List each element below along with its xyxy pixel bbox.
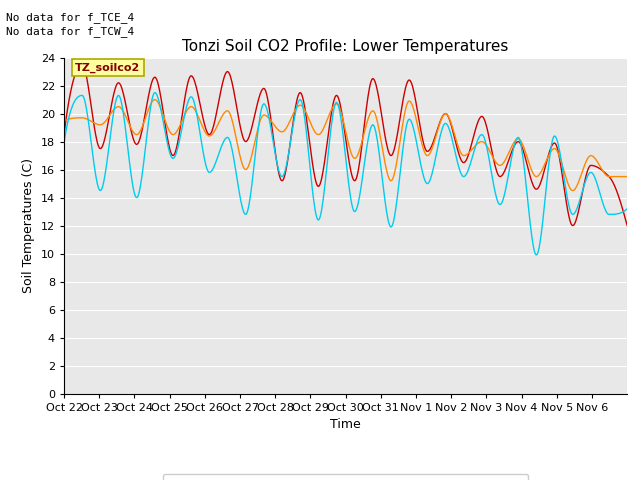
Tree2 -8cm — [60, 140, 68, 146]
Tree2 -8cm — [404, 117, 412, 123]
Open -8cm — [623, 223, 631, 228]
Tree -8cm — [126, 123, 134, 129]
Text: No data for f_TCW_4: No data for f_TCW_4 — [6, 26, 134, 37]
Tree -8cm — [569, 188, 577, 193]
Tree2 -8cm — [623, 206, 631, 212]
Line: Tree2 -8cm: Tree2 -8cm — [64, 93, 627, 255]
Open -8cm — [230, 91, 238, 97]
Open -8cm — [259, 87, 266, 93]
Open -8cm — [127, 126, 134, 132]
Open -8cm — [404, 78, 412, 84]
Tree2 -8cm — [151, 90, 159, 96]
Open -8cm — [79, 62, 86, 68]
Tree2 -8cm — [280, 172, 287, 178]
Tree -8cm — [280, 128, 287, 134]
Tree -8cm — [60, 118, 68, 123]
Line: Open -8cm: Open -8cm — [64, 65, 627, 226]
Open -8cm — [436, 119, 444, 125]
Title: Tonzi Soil CO2 Profile: Lower Temperatures: Tonzi Soil CO2 Profile: Lower Temperatur… — [182, 39, 509, 54]
Tree2 -8cm — [259, 103, 266, 109]
Open -8cm — [60, 132, 68, 137]
Tree -8cm — [230, 127, 238, 132]
Tree2 -8cm — [126, 164, 134, 170]
Y-axis label: Soil Temperatures (C): Soil Temperatures (C) — [22, 158, 35, 293]
Tree -8cm — [623, 174, 631, 180]
Text: TZ_soilco2: TZ_soilco2 — [76, 63, 141, 73]
Tree -8cm — [151, 97, 159, 103]
Tree2 -8cm — [532, 252, 540, 258]
X-axis label: Time: Time — [330, 418, 361, 431]
Tree2 -8cm — [436, 134, 444, 140]
Tree -8cm — [436, 120, 444, 126]
Tree2 -8cm — [230, 159, 238, 165]
Line: Tree -8cm: Tree -8cm — [64, 100, 627, 191]
Tree -8cm — [404, 98, 412, 104]
Open -8cm — [280, 176, 287, 182]
Tree -8cm — [259, 113, 266, 119]
Text: No data for f_TCE_4: No data for f_TCE_4 — [6, 12, 134, 23]
Legend: Open -8cm, Tree -8cm, Tree2 -8cm: Open -8cm, Tree -8cm, Tree2 -8cm — [163, 474, 529, 480]
